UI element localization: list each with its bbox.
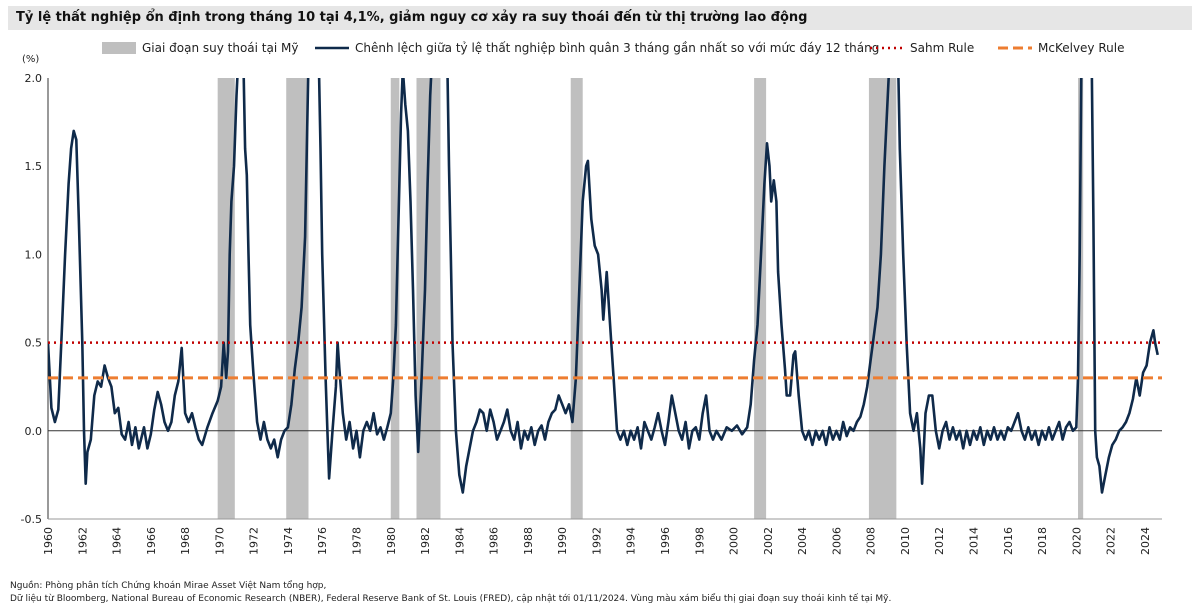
x-tick-label: 1998 [693,527,706,555]
x-tick-label: 1984 [453,527,466,555]
x-tick-label: 1982 [419,527,432,555]
legend-label: Giai đoạn suy thoái tại Mỹ [142,41,298,55]
y-tick-label: 1.5 [25,160,43,173]
x-tick-label: 2006 [830,527,843,555]
y-tick-label: 0.0 [25,425,43,438]
chart: -0.5 0.0 0.5 1.0 1.5 2.0 (%) 1960 1962 1964 1966 19… [21,41,1162,555]
x-tick-label: 1962 [76,527,89,555]
source-line-2: Dữ liệu từ Bloomberg, National Bureau of… [10,594,892,604]
x-tick-label: 2002 [762,527,775,555]
x-tick-label: 1976 [316,527,329,555]
x-tick-label: 2014 [967,527,980,555]
x-tick-label: 2012 [933,527,946,555]
series-line-segment [317,78,433,480]
x-tick-label: 1996 [659,527,672,555]
x-tick-label: 1994 [625,527,638,555]
legend-label: Sahm Rule [910,41,974,55]
series-line-segment [48,78,239,485]
x-tick-label: 1964 [111,527,124,555]
x-tick-label: 2022 [1105,527,1118,555]
recession-band-6 [868,78,897,519]
recession-band-7 [1078,78,1084,519]
y-axis-unit: (%) [22,54,39,65]
recession-band-0 [217,78,235,519]
chart-title: Tỷ lệ thất nghiệp ổn định trong tháng 10… [16,10,808,25]
x-tick-label: 1980 [385,527,398,555]
recession-band-3 [416,78,441,519]
recession-band-2 [390,78,400,519]
x-tick-label: 1986 [488,527,501,555]
x-tick-label: 1960 [42,527,55,555]
series-line-segment [1090,78,1159,494]
x-tick-label: 1992 [590,527,603,555]
x-tick-label: 2020 [1070,527,1083,555]
legend-label: Chênh lệch giữa tỷ lệ thất nghiệp bình q… [355,41,879,55]
x-tick-label: 1988 [522,527,535,555]
series-line-segment [242,78,310,459]
x-tick-label: 1990 [556,527,569,555]
title-bar: Tỷ lệ thất nghiệp ổn định trong tháng 10… [8,6,1192,30]
x-tick-label: 2010 [899,527,912,555]
x-tick-label: 1968 [179,527,192,555]
x-tick-label: 1974 [282,527,295,555]
x-tick-label: 1966 [145,527,158,555]
y-tick-label: 1.0 [25,248,43,261]
y-tick-label: 0.5 [25,337,43,350]
x-tick-label: 1970 [213,527,226,555]
recession-band-4 [570,78,583,519]
x-tick-label: 2008 [865,527,878,555]
x-tick-label: 2016 [1002,527,1015,555]
series-line-segment [897,78,1083,485]
x-tick-label: 2018 [1036,527,1049,555]
source-line-1: Nguồn: Phòng phân tích Chứng khoán Mirae… [10,581,327,591]
y-tick-label: -0.5 [21,513,42,526]
x-tick-label: 2024 [1139,527,1152,555]
x-tick-label: 2004 [796,527,809,555]
x-tick-label: 1972 [248,527,261,555]
x-tick-label: 2000 [728,527,741,555]
x-tick-label: 1978 [350,527,363,555]
y-tick-label: 2.0 [25,72,43,85]
series-line-segment [446,78,890,494]
legend-swatch-recession [102,42,136,54]
recession-band-1 [286,78,309,519]
legend-label: McKelvey Rule [1038,41,1124,55]
